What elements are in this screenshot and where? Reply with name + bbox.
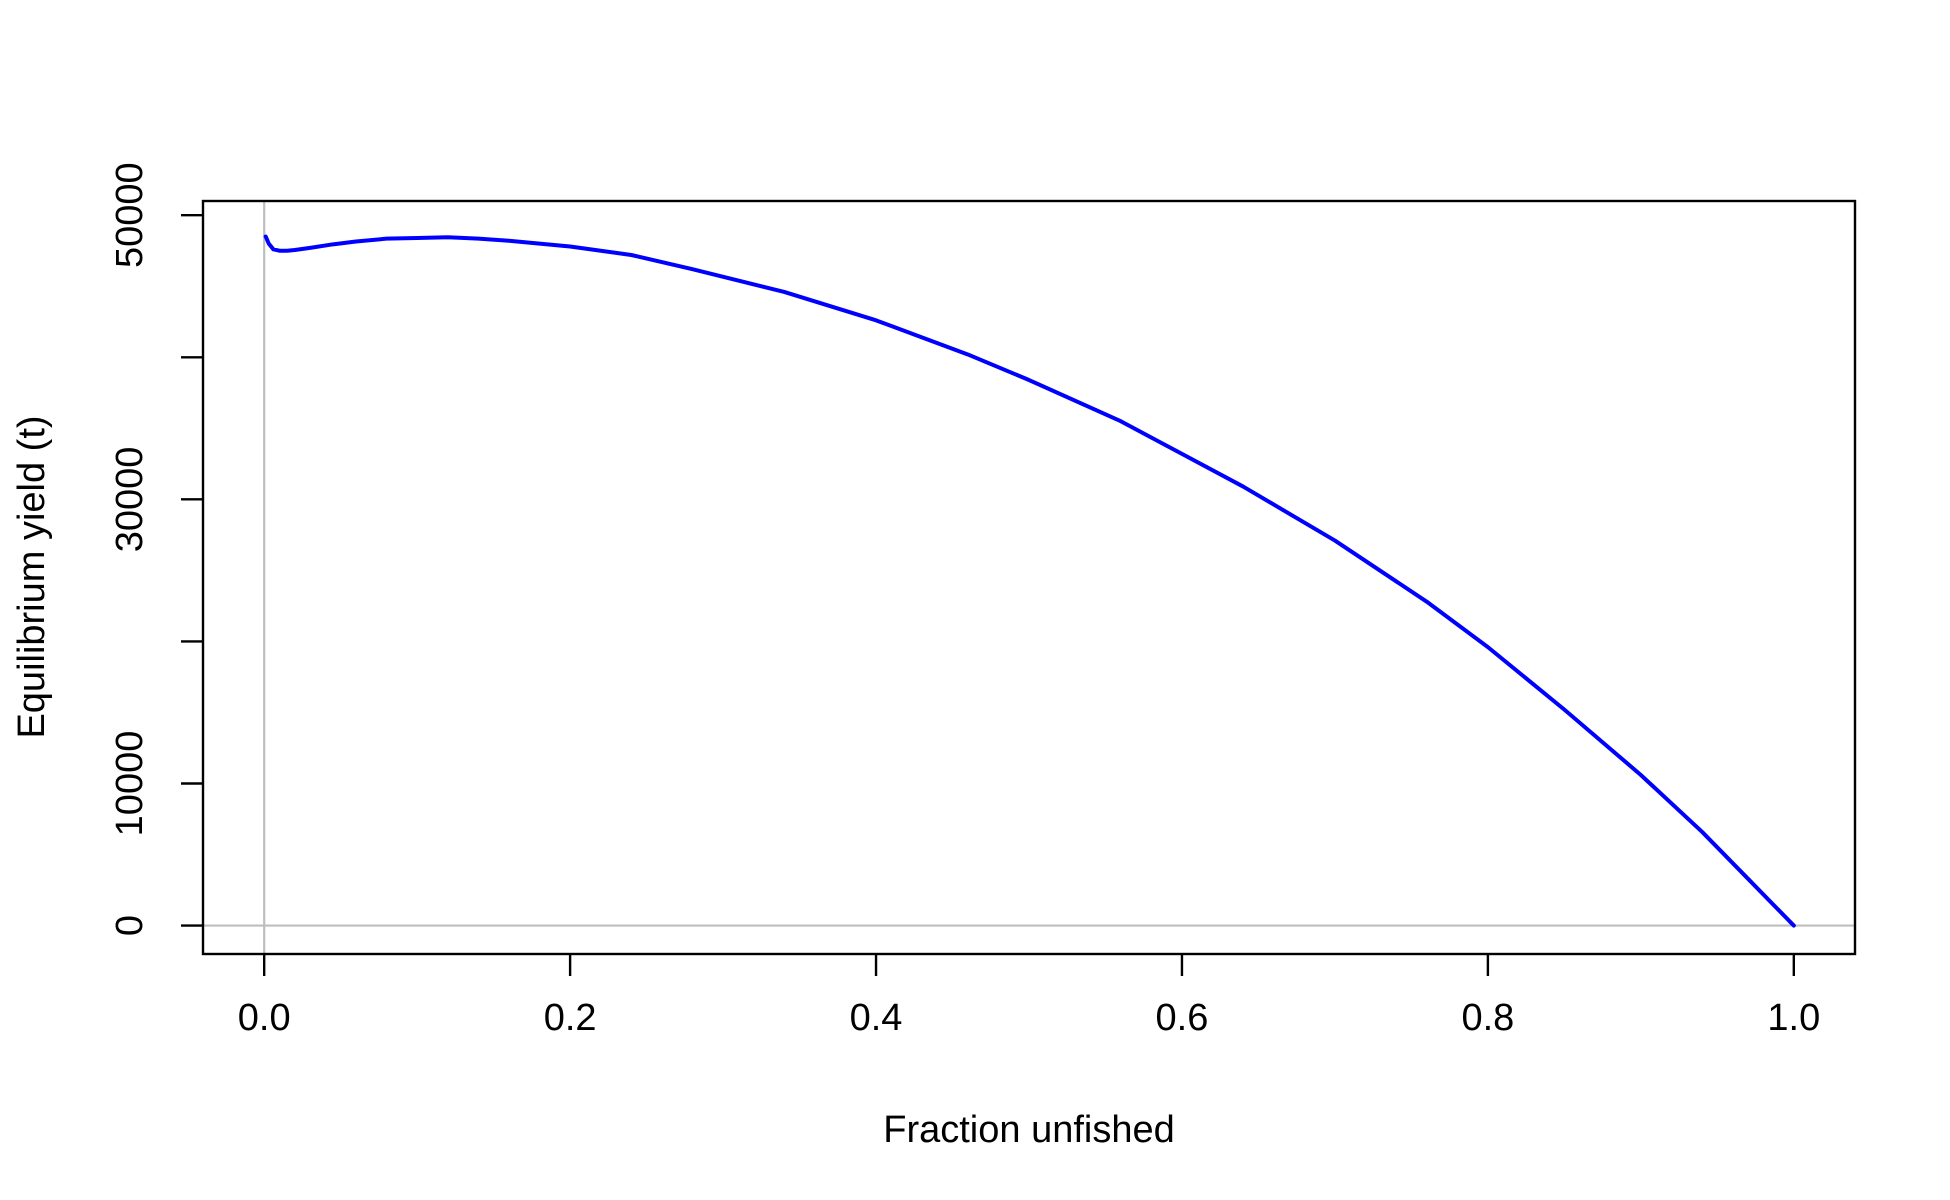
y-axis-label: Equilibrium yield (t) bbox=[11, 415, 53, 738]
x-tick-label: 0.4 bbox=[850, 997, 903, 1039]
plot-frame bbox=[201, 199, 1857, 956]
x-tick-label: 1.0 bbox=[1767, 997, 1820, 1039]
x-axis: 0.0 0.2 0.4 0.6 0.8 1.0 bbox=[238, 954, 1820, 1039]
x-tick-label: 0.2 bbox=[544, 997, 597, 1039]
y-tick-label: 30000 bbox=[109, 447, 151, 553]
series-line-0 bbox=[263, 234, 1796, 928]
y-axis: 0 10000 30000 50000 bbox=[109, 162, 203, 936]
reference-lines bbox=[203, 201, 1855, 954]
x-tick-label: 0.8 bbox=[1461, 997, 1514, 1039]
data-series bbox=[263, 234, 1796, 928]
x-axis-label: Fraction unfished bbox=[883, 1109, 1175, 1151]
y-tick-label: 50000 bbox=[109, 162, 151, 268]
x-tick-label: 0.6 bbox=[1156, 997, 1209, 1039]
y-tick-label: 10000 bbox=[109, 731, 151, 837]
x-tick-label: 0.0 bbox=[238, 997, 291, 1039]
y-tick-label: 0 bbox=[109, 915, 151, 936]
